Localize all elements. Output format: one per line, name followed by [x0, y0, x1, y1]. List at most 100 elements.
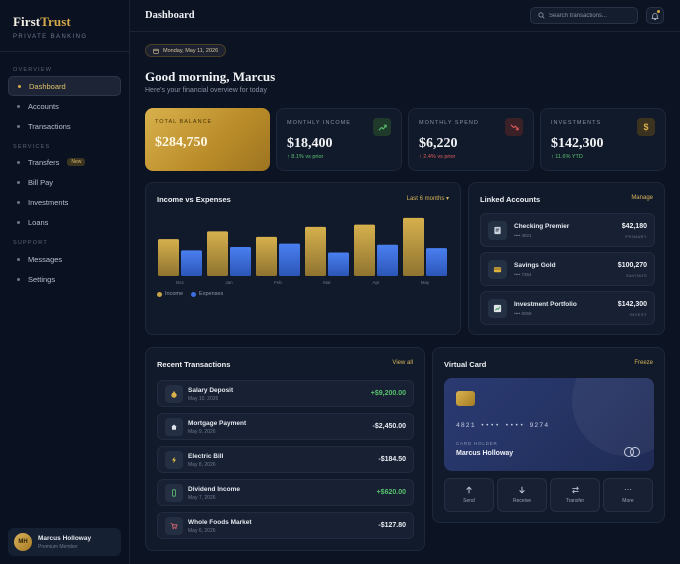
total-balance-card[interactable]: TOTAL BALANCE $284,750 — [145, 108, 270, 171]
bar-income-feb[interactable] — [256, 236, 277, 276]
search-input[interactable] — [549, 12, 635, 19]
date-pill: Monday, May 11, 2026 — [145, 44, 227, 57]
legend-income: Income — [165, 291, 184, 297]
receive-label: Receive — [512, 498, 532, 504]
sidebar-item-messages[interactable]: Messages — [8, 249, 121, 269]
transaction-row[interactable]: Whole Foods Market May 6, 2026 -$127.80 — [157, 512, 414, 539]
dot-icon — [17, 180, 20, 184]
swap-icon — [571, 486, 579, 494]
account-amount: $100,270 — [617, 262, 647, 269]
income-expenses-card: Income vs Expenses Last 6 months ▾ Dec Ja… — [145, 182, 461, 335]
bar-income-may[interactable] — [403, 217, 424, 276]
more-label: More — [622, 498, 634, 504]
stat-change: ↑ 8.1% vs prior — [287, 154, 324, 160]
portfolio-icon — [488, 299, 507, 318]
manage-link[interactable]: Manage — [631, 195, 653, 201]
virtual-card[interactable]: 4821 •••• •••• 9274 CARD HOLDER Marcus H… — [444, 378, 654, 471]
sidebar-item-transfers[interactable]: Transfers New — [8, 152, 121, 172]
legend-swatch-income — [157, 291, 162, 297]
dot-icon — [17, 257, 20, 261]
sidebar-item-accounts[interactable]: Accounts — [8, 96, 121, 116]
savings-icon — [488, 260, 507, 279]
account-row[interactable]: Checking Premier •••• 4821 $42,180 PRIMA… — [480, 213, 655, 247]
dollar-icon: $ — [637, 118, 655, 136]
greeting: Good morning, Marcus — [145, 69, 276, 84]
sidebar-item-transactions[interactable]: Transactions — [8, 116, 121, 136]
dot-icon — [17, 160, 20, 164]
brand-first: First — [13, 14, 41, 29]
account-row[interactable]: Savings Gold •••• 7364 $100,270 SAVINGS — [480, 252, 655, 286]
bar-expenses-may[interactable] — [426, 248, 447, 276]
bar-expenses-feb[interactable] — [279, 243, 300, 276]
new-badge: New — [67, 158, 86, 166]
sidebar-item-bill-pay[interactable]: Bill Pay — [8, 172, 121, 192]
sidebar-item-label: Bill Pay — [28, 177, 54, 187]
bar-expenses-dec[interactable] — [181, 250, 202, 276]
view-all-link[interactable]: View all — [392, 360, 413, 366]
sidebar-item-label: Settings — [28, 274, 56, 284]
dot-icon — [17, 200, 20, 204]
monthly-income-card[interactable]: MONTHLY INCOME $18,400 ↑ 8.1% vs prior — [276, 108, 402, 171]
calendar-icon — [153, 48, 159, 54]
bar-expenses-jan[interactable] — [230, 246, 251, 276]
account-row[interactable]: Investment Portfolio •••• 9058 $142,300 … — [480, 291, 655, 325]
bar-income-dec[interactable] — [158, 239, 179, 276]
transaction-date: May 6, 2026 — [188, 528, 216, 534]
transaction-amount: +$620.00 — [376, 489, 406, 496]
transaction-row[interactable]: Electric Bill May 8, 2026 -$184.50 — [157, 446, 414, 473]
card-holder-name: Marcus Holloway — [456, 450, 514, 457]
search-box[interactable] — [530, 7, 638, 24]
notifications-button[interactable] — [646, 7, 664, 24]
brand-logo[interactable]: FirstTrust PRIVATE BANKING — [13, 14, 87, 40]
sidebar-item-investments[interactable]: Investments — [8, 192, 121, 212]
virtual-card-panel: Virtual Card Freeze 4821 •••• •••• 9274 … — [432, 347, 665, 523]
sidebar-item-dashboard[interactable]: Dashboard — [8, 76, 121, 96]
sidebar-item-settings[interactable]: Settings — [8, 269, 121, 289]
bar-expenses-mar[interactable] — [328, 252, 349, 276]
subgreeting: Here's your financial overview for today — [145, 87, 267, 94]
monthly-spend-card[interactable]: MONTHLY SPEND $6,220 ↑ 2.4% vs prior — [408, 108, 534, 171]
more-button[interactable]: ··· More — [603, 478, 653, 512]
account-name: Checking Premier — [514, 223, 570, 230]
account-amount: $142,300 — [617, 301, 647, 308]
bar-income-jan[interactable] — [207, 231, 228, 276]
trend-down-icon — [505, 118, 523, 136]
page-title: Dashboard — [145, 10, 195, 21]
recent-transactions-card: Recent Transactions View all Salary Depo… — [145, 347, 425, 551]
investments-card[interactable]: INVESTMENTS $142,300 ↑ 11.6% YTD $ — [540, 108, 666, 171]
chip-icon — [456, 391, 475, 406]
transaction-row[interactable]: Mortgage Payment May 9, 2026 -$2,450.00 — [157, 413, 414, 440]
transfer-button[interactable]: Transfer — [550, 478, 600, 512]
bar-income-apr[interactable] — [354, 224, 375, 276]
account-amount: $42,180 — [621, 223, 647, 230]
user-name: Marcus Holloway — [38, 534, 92, 542]
dot-icon — [17, 104, 20, 108]
receive-button[interactable]: Receive — [497, 478, 547, 512]
bar-expenses-apr[interactable] — [377, 244, 398, 276]
account-number: •••• 4821 — [514, 233, 532, 238]
stat-value: $284,750 — [155, 135, 208, 150]
send-button[interactable]: Send — [444, 478, 494, 512]
transaction-amount: -$127.80 — [378, 522, 406, 529]
transaction-row[interactable]: Salary Deposit May 10, 2026 +$9,200.00 — [157, 380, 414, 407]
linked-accounts-card: Linked Accounts Manage Checking Premier … — [468, 182, 665, 335]
legend-expenses: Expenses — [199, 291, 224, 297]
account-number: •••• 7364 — [514, 272, 532, 277]
card-decoration — [572, 378, 654, 456]
x-tick-label: Mar — [323, 280, 331, 285]
transaction-date: May 9, 2026 — [188, 429, 216, 435]
transfer-label: Transfer — [565, 498, 585, 504]
freeze-button[interactable]: Freeze — [634, 360, 653, 366]
stat-value: $6,220 — [419, 136, 458, 151]
dot-icon — [18, 84, 21, 88]
range-select[interactable]: Last 6 months ▾ — [407, 195, 449, 202]
transaction-row[interactable]: Dividend Income May 7, 2026 +$620.00 — [157, 479, 414, 506]
money-bag-icon — [165, 385, 183, 403]
user-profile[interactable]: MH Marcus Holloway Premium Member — [8, 528, 121, 556]
phone-icon — [165, 484, 183, 502]
notification-dot — [657, 10, 660, 13]
sidebar-item-loans[interactable]: Loans — [8, 212, 121, 232]
stat-label: TOTAL BALANCE — [155, 119, 213, 125]
bar-income-mar[interactable] — [305, 226, 326, 276]
